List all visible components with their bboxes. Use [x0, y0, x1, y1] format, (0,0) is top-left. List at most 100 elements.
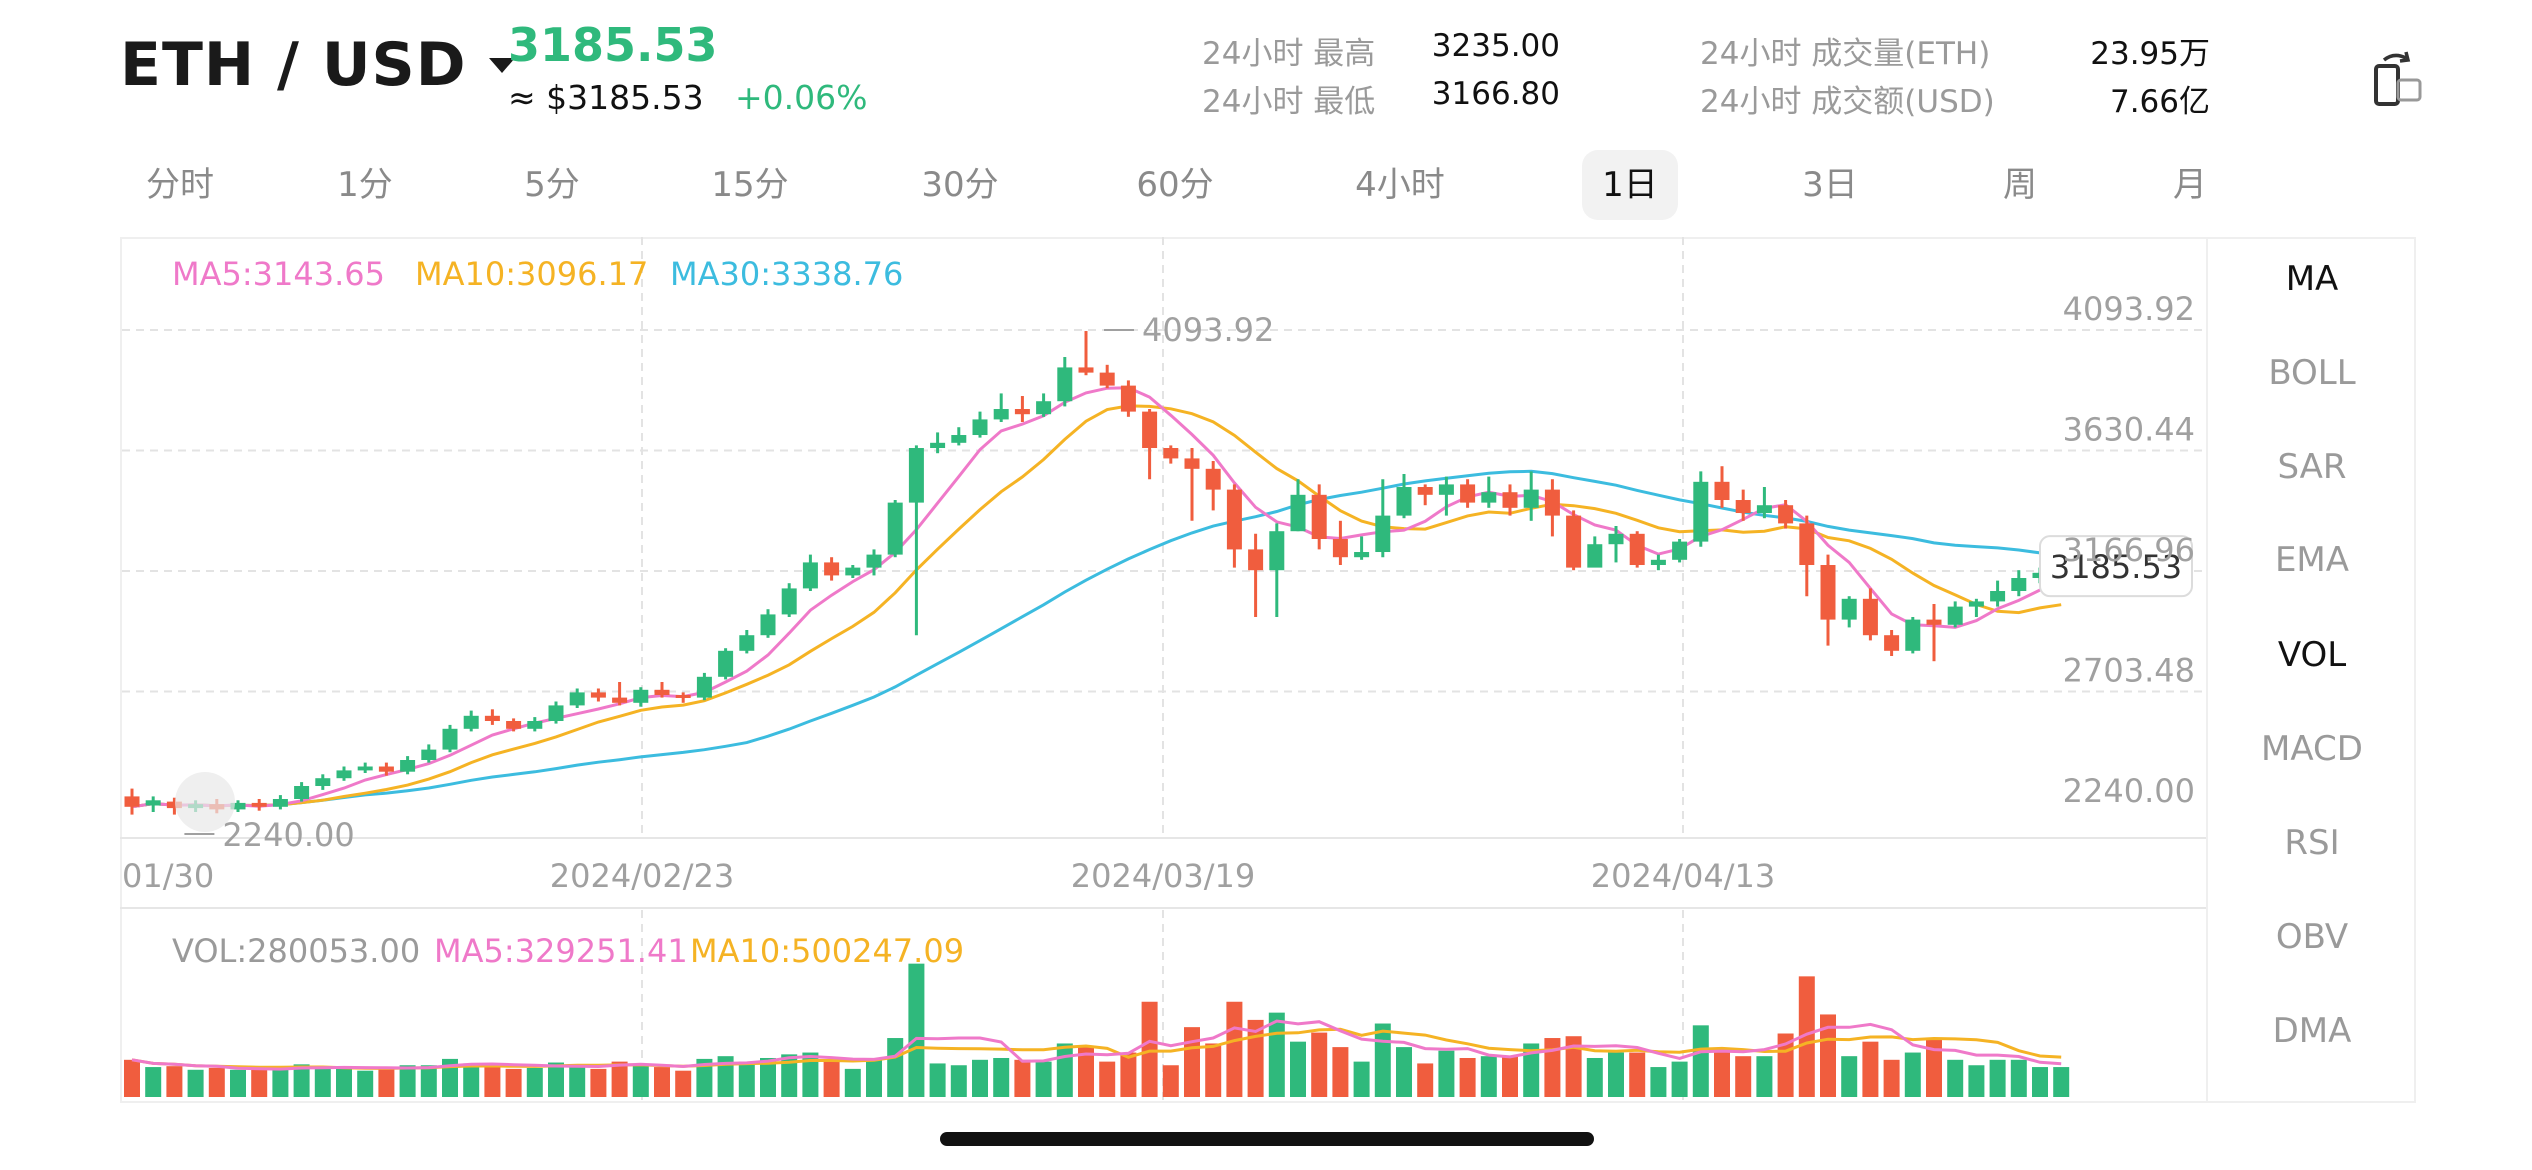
- volume-bars: [124, 963, 2070, 1097]
- stat-volume-label: 24小时 成交量(ETH): [1700, 36, 1991, 72]
- tab-5m[interactable]: 5分: [524, 165, 580, 205]
- candle-body: [1947, 606, 1963, 625]
- candle-body: [654, 689, 670, 696]
- indicator-panel: MA BOLL SAR EMA VOL MACD RSI OBV DMA: [2206, 237, 2416, 1103]
- candle-body: [993, 409, 1009, 420]
- volume-bar: [187, 1069, 204, 1097]
- volume-bar: [1714, 1048, 1730, 1097]
- volume-bar: [166, 1066, 183, 1097]
- candle-body: [760, 614, 776, 636]
- indicator-macd[interactable]: MACD: [2261, 729, 2363, 769]
- candle-body: [484, 715, 500, 722]
- indicator-rsi[interactable]: RSI: [2284, 823, 2340, 863]
- ma10-line: [131, 404, 2062, 809]
- candle-body: [675, 695, 691, 699]
- candle-body: [1290, 494, 1306, 532]
- legend-vol: VOL:280053.00: [172, 932, 421, 970]
- volume-bar: [526, 1067, 543, 1097]
- volume-bar: [738, 1061, 755, 1097]
- volume-bar: [1629, 1052, 1646, 1097]
- candle-body: [1544, 489, 1560, 516]
- indicator-ema[interactable]: EMA: [2274, 540, 2350, 580]
- candle-body: [336, 770, 352, 779]
- candle-body: [1248, 549, 1264, 571]
- volume-bar: [399, 1065, 416, 1097]
- volume-bar: [717, 1056, 734, 1097]
- volume-bar: [1290, 1041, 1306, 1097]
- volume-bar: [760, 1057, 776, 1097]
- tab-15m[interactable]: 15分: [711, 165, 789, 205]
- candle-body: [590, 692, 606, 698]
- volume-bar: [696, 1058, 713, 1097]
- volume-bar: [1544, 1038, 1561, 1097]
- timeframe-tabs: 分时 1分 5分 15分 30分 60分 4小时 1日 3日 周 月: [120, 150, 2230, 220]
- legend-ma10: MA10:3096.17: [415, 255, 649, 293]
- candle-body: [1672, 541, 1688, 560]
- volume-bar: [1311, 1032, 1328, 1097]
- candle-body: [1417, 487, 1433, 495]
- tab-fenshi[interactable]: 分时: [146, 165, 214, 205]
- y-tick-label: 2240.00: [2063, 772, 2195, 810]
- tab-3d[interactable]: 3日: [1802, 165, 1858, 205]
- stat-low-label: 24小时 最低: [1202, 84, 1376, 120]
- candle-body: [1650, 559, 1666, 566]
- candle-body: [1205, 468, 1221, 490]
- volume-bar: [1332, 1047, 1349, 1097]
- volume-bar: [1608, 1052, 1624, 1097]
- indicator-dma[interactable]: DMA: [2272, 1011, 2352, 1051]
- home-indicator[interactable]: [940, 1132, 1594, 1146]
- candle-body: [866, 554, 882, 568]
- candle-body: [739, 635, 755, 651]
- volume-bar: [1417, 1063, 1434, 1097]
- candle-body: [442, 728, 458, 750]
- tab-30m[interactable]: 30分: [921, 165, 999, 205]
- tab-week[interactable]: 周: [2003, 165, 2037, 205]
- volume-bar: [1459, 1057, 1476, 1097]
- volume-bar: [1565, 1036, 1582, 1097]
- stat-volume-value: 23.95万: [2090, 36, 2210, 72]
- volume-bar: [569, 1064, 586, 1097]
- volume-bar: [1883, 1059, 1900, 1097]
- volume-bar: [124, 1059, 140, 1097]
- indicator-boll[interactable]: BOLL: [2268, 353, 2356, 393]
- candle-body: [166, 801, 182, 809]
- candle-body: [400, 760, 416, 772]
- pair-selector[interactable]: ETH / USD: [120, 30, 515, 100]
- tab-4h[interactable]: 4小时: [1355, 165, 1445, 205]
- kline-chart-frame[interactable]: [120, 237, 2416, 1103]
- candle-body: [357, 766, 373, 771]
- volume-bar: [145, 1067, 162, 1097]
- candle-body: [294, 786, 310, 800]
- indicator-sar[interactable]: SAR: [2277, 447, 2347, 487]
- tab-month[interactable]: 月: [2173, 165, 2207, 205]
- candle-body: [1460, 484, 1476, 503]
- candle-body: [824, 562, 840, 576]
- stat-turnover-value: 7.66亿: [2109, 84, 2210, 120]
- price-markers: 4093.92 2240.00 3185.53: [184, 311, 2193, 854]
- candle-body: [272, 799, 288, 807]
- indicator-ma[interactable]: MA: [2285, 259, 2339, 299]
- volume-bar: [866, 1059, 882, 1097]
- x-tick-label: 2024/02/23: [550, 857, 734, 895]
- volume-bar: [1904, 1052, 1921, 1097]
- volume-bar: [2010, 1059, 2027, 1097]
- rotate-screen-icon[interactable]: [2372, 50, 2424, 108]
- indicator-vol[interactable]: VOL: [2277, 635, 2347, 675]
- volume-bar: [675, 1070, 692, 1097]
- y-tick-label: 2703.48: [2063, 652, 2195, 690]
- tab-60m[interactable]: 60分: [1136, 165, 1214, 205]
- candle-body: [145, 800, 161, 806]
- volume-bar: [972, 1059, 988, 1097]
- tab-1m[interactable]: 1分: [337, 165, 393, 205]
- candle-body: [315, 778, 331, 787]
- candle-body: [1926, 619, 1942, 625]
- candle-body: [2011, 578, 2027, 592]
- tab-1d[interactable]: 1日: [1582, 150, 1678, 220]
- volume-bar: [1502, 1056, 1518, 1097]
- volume-bar: [1120, 1052, 1137, 1097]
- chart-grid: [120, 237, 2206, 1103]
- volume-bar: [484, 1067, 501, 1097]
- indicator-obv[interactable]: OBV: [2275, 917, 2349, 957]
- candle-body: [1523, 489, 1539, 508]
